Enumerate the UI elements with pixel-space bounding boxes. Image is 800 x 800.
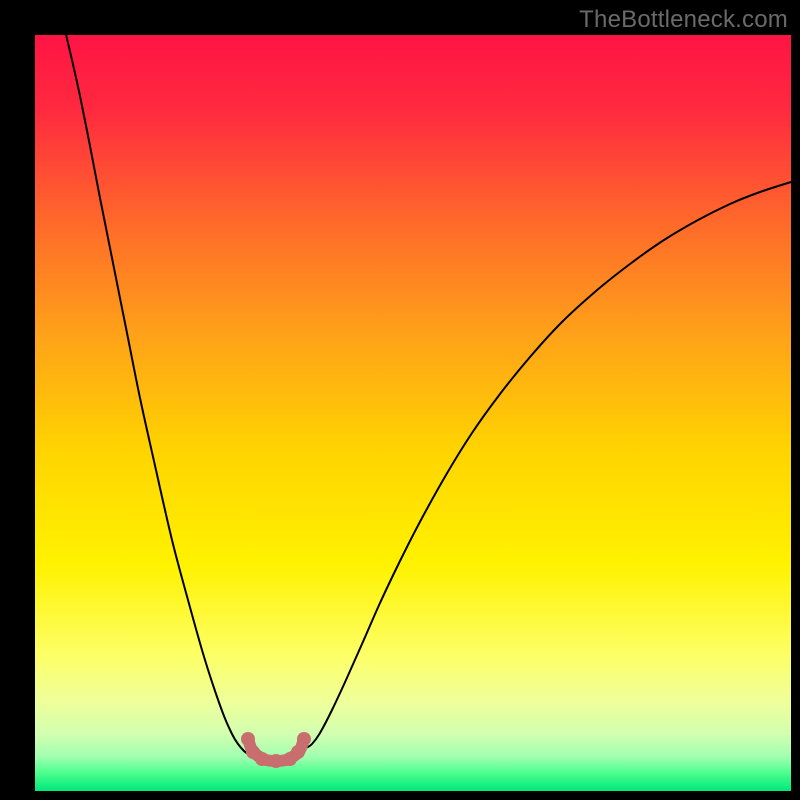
plot-svg: [0, 0, 800, 800]
trough-dot: [241, 732, 255, 746]
trough-dot: [269, 754, 283, 768]
plot-area: [35, 35, 791, 791]
canvas: TheBottleneck.com: [0, 0, 800, 800]
trough-dot: [255, 752, 269, 766]
trough-dot: [291, 745, 305, 759]
watermark-text: TheBottleneck.com: [579, 6, 788, 34]
trough-dot: [297, 732, 311, 746]
